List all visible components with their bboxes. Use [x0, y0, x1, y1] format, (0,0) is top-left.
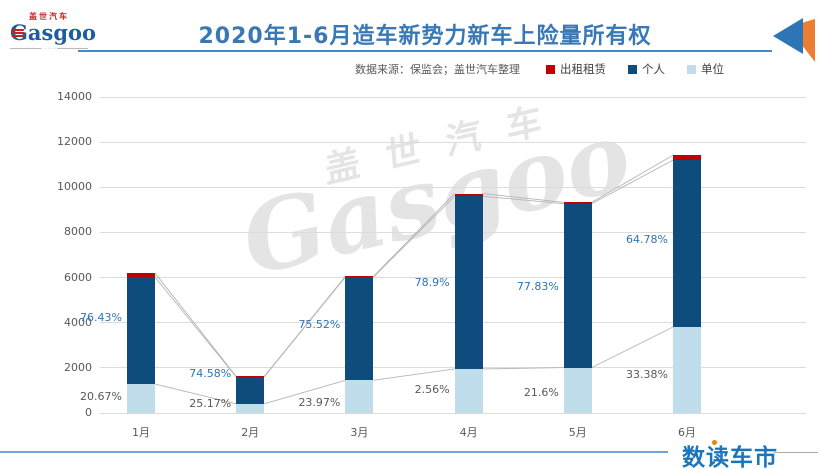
- x-axis-label-4月: 4月: [459, 426, 478, 439]
- title-underline: [78, 50, 772, 52]
- legend-item-personal: 个人: [628, 61, 665, 77]
- bar-2月-出租租赁: [236, 375, 265, 377]
- legend-item-rental: 出租租赁: [546, 61, 606, 77]
- y-axis-label-10000: 10000: [57, 180, 92, 194]
- bar-5月-个人: [563, 203, 592, 368]
- bar-6月-个人: [673, 160, 701, 327]
- gridline-12000: [100, 141, 806, 143]
- personal-pct-label-4月: 78.9%: [414, 275, 450, 289]
- bar-5月-单位: [563, 367, 592, 413]
- gasgoo-logo-tagline: ·······: [10, 45, 88, 51]
- gasgoo-logo: 盖世汽车 Gasgoo ·······: [10, 12, 97, 51]
- y-axis-label-14000: 14000: [57, 90, 92, 103]
- unit-pct-label-5月: 21.6%: [523, 385, 559, 399]
- back-arrow-icon: [773, 18, 815, 62]
- gridline-0: [100, 412, 806, 414]
- bar-3月-单位: [345, 380, 374, 413]
- y-axis-label-2000: 2000: [64, 360, 92, 374]
- bar-4月-个人: [454, 196, 483, 369]
- unit-pct-label-3月: 23.97%: [298, 395, 341, 409]
- bar-1月-个人: [127, 277, 155, 385]
- unit-pct-label-4月: 2.56%: [414, 382, 450, 396]
- gasgoo-logo-en: Gasgoo: [10, 20, 97, 45]
- x-axis-label-1月: 1月: [132, 426, 150, 439]
- footer-rule: [0, 451, 668, 453]
- y-axis-label-4000: 4000: [64, 315, 92, 329]
- unit-pct-label-1月: 20.67%: [80, 389, 122, 403]
- gridline-4000: [100, 322, 806, 324]
- unit-pct-label-6月: 33.38%: [626, 367, 668, 381]
- y-axis-label-0: 0: [85, 406, 92, 419]
- bar-2月-个人: [236, 376, 265, 404]
- personal-pct-label-2月: 74.58%: [189, 366, 232, 380]
- bar-1月-单位: [127, 384, 155, 413]
- x-axis-label-6月: 6月: [678, 426, 696, 439]
- legend-row: 数据来源：保监会；盖世汽车整理 出租租赁 个人 单位: [355, 61, 746, 77]
- personal-pct-label-5月: 77.83%: [516, 279, 559, 293]
- footer-dash: [774, 452, 818, 453]
- bar-6月-出租租赁: [673, 155, 701, 161]
- shuduchesi-logo: 数读车市: [682, 445, 778, 469]
- x-axis-label-3月: 3月: [350, 426, 369, 439]
- bar-3月-个人: [345, 277, 374, 381]
- gridline-6000: [100, 277, 806, 279]
- bar-3月-出租租赁: [345, 275, 374, 278]
- personal-pct-label-6月: 64.78%: [626, 233, 668, 247]
- bar-6月-单位: [673, 327, 701, 413]
- gridline-2000: [100, 367, 806, 369]
- personal-pct-label-1月: 76.43%: [80, 311, 122, 325]
- legend-item-unit: 单位: [687, 61, 724, 77]
- source-note: 数据来源：保监会；盖世汽车整理: [355, 63, 520, 76]
- y-axis-label-6000: 6000: [64, 270, 92, 284]
- unit-swatch-icon: [687, 64, 696, 74]
- x-axis-label-2月: 2月: [241, 426, 260, 439]
- page-title: 2020年1-6月造车新势力新车上险量所有权: [198, 24, 652, 49]
- y-axis-label-12000: 12000: [57, 135, 92, 149]
- rental-swatch-icon: [546, 64, 555, 74]
- bar-5月-出租租赁: [563, 202, 592, 204]
- bar-4月-出租租赁: [454, 193, 483, 197]
- bar-1月-出租租赁: [127, 273, 155, 278]
- bar-2月-单位: [236, 403, 265, 413]
- shuduchesi-logo-dot-icon: [712, 440, 717, 445]
- bar-4月-单位: [454, 368, 483, 413]
- gasgoo-logo-cn: 盖世汽车: [29, 12, 69, 21]
- gridline-10000: [100, 186, 806, 188]
- x-axis-label-5月: 5月: [568, 426, 587, 439]
- unit-pct-label-2月: 25.17%: [189, 396, 232, 410]
- personal-pct-label-3月: 75.52%: [298, 317, 341, 331]
- y-axis-label-8000: 8000: [64, 225, 92, 239]
- gridline-8000: [100, 231, 806, 233]
- gridline-14000: [100, 96, 806, 98]
- personal-swatch-icon: [628, 64, 637, 74]
